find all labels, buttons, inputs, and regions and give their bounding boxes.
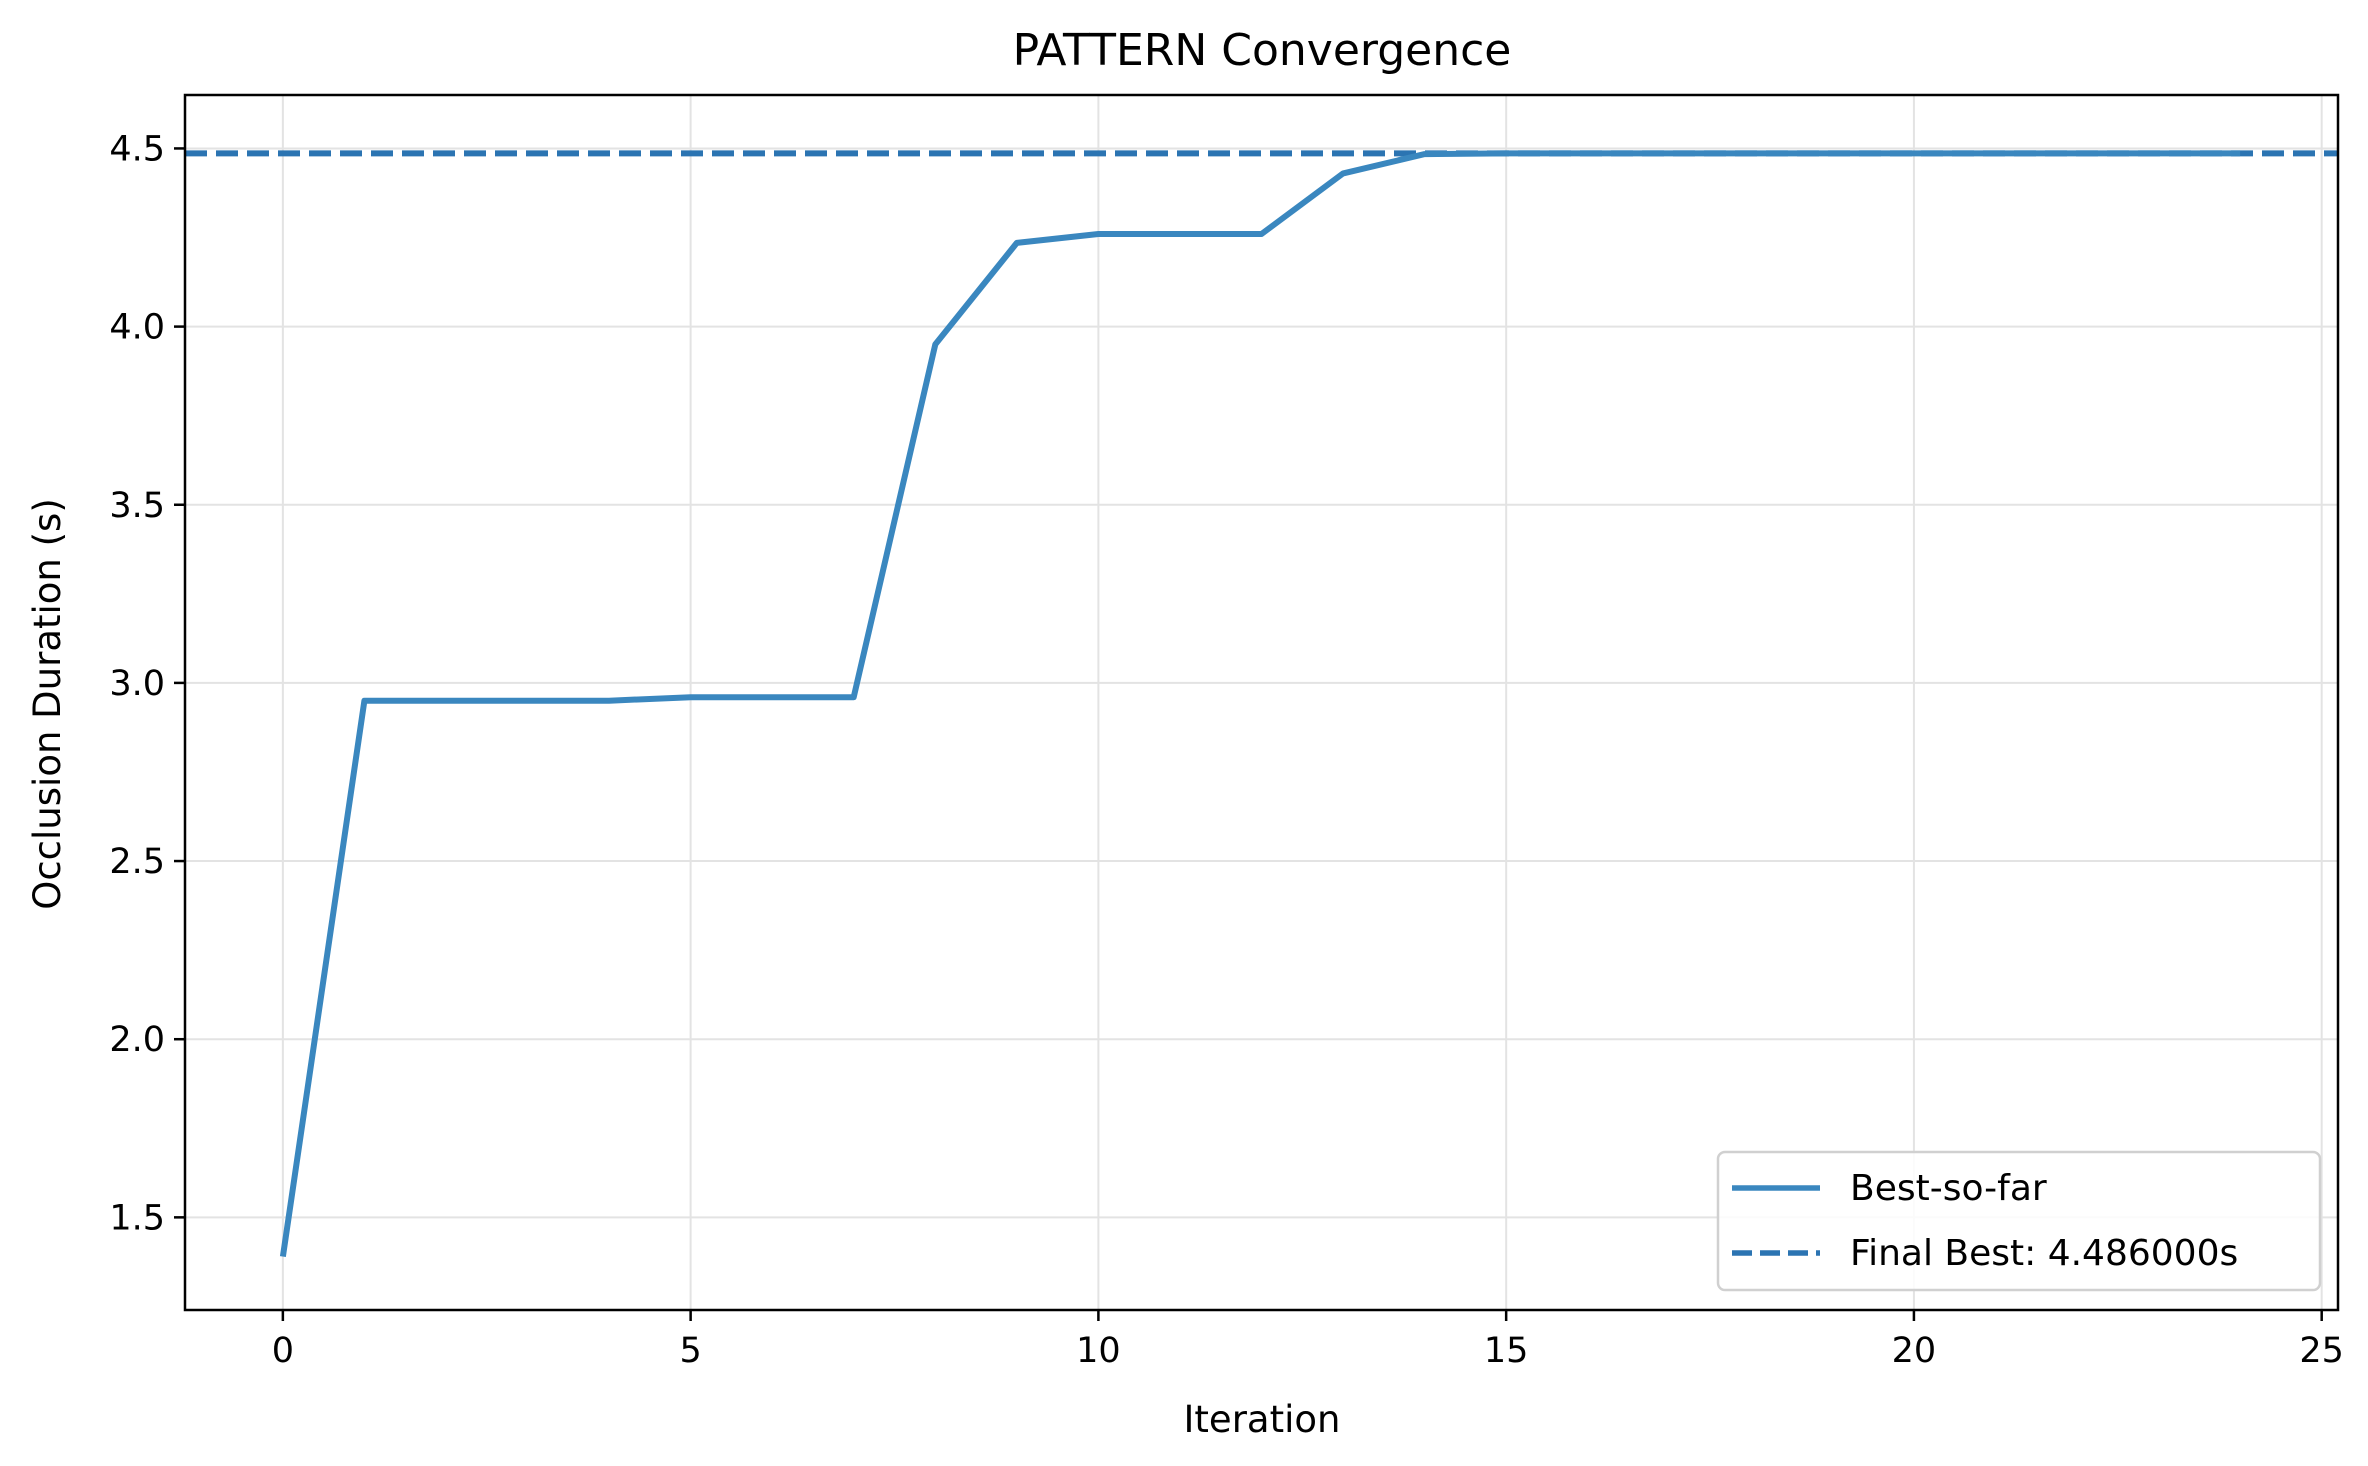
chart-title: PATTERN Convergence: [1013, 25, 1512, 76]
y-tick-label: 2.0: [109, 1020, 165, 1060]
best-so-far-line: [279, 150, 2241, 1258]
x-tick-label: 25: [2299, 1331, 2344, 1371]
y-tick-label: 2.5: [109, 842, 165, 882]
legend: Best-so-far Final Best: 4.486000s: [1716, 1150, 2322, 1292]
y-tick-label: 3.5: [109, 486, 165, 526]
x-tick-label: 0: [272, 1331, 294, 1371]
y-tick-label: 4.0: [109, 308, 165, 348]
x-tick-label: 15: [1484, 1331, 1529, 1371]
axis-ticks: 0 5 10 15 20 25 1.5 2.0 2.5 3.0 3.5 4.0 4.5: [109, 129, 2344, 1371]
x-axis-label: Iteration: [1184, 1398, 1341, 1441]
legend-box: [1716, 1150, 2322, 1292]
axes-frame: [183, 93, 2340, 1312]
y-axis-label: Occlusion Duration (s): [26, 498, 69, 910]
y-tick-label: 4.5: [109, 129, 165, 169]
y-tick-label: 3.0: [109, 664, 165, 704]
x-tick-label: 5: [679, 1331, 701, 1371]
x-tick-label: 20: [1892, 1331, 1937, 1371]
series-lines: [185, 150, 2338, 1258]
legend-label-best-so-far: Best-so-far: [1850, 1168, 2047, 1209]
legend-label-final-best: Final Best: 4.486000s: [1850, 1233, 2238, 1274]
x-tick-label: 10: [1076, 1331, 1121, 1371]
y-tick-label: 1.5: [109, 1198, 165, 1238]
plot-frame: [183, 93, 2340, 1312]
